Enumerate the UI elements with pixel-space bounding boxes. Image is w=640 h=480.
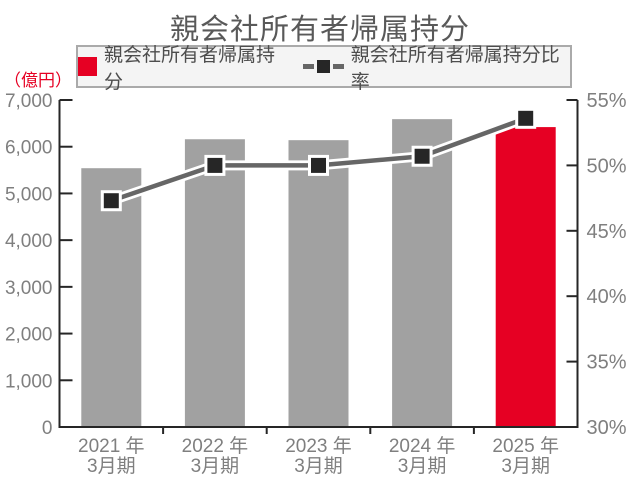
bar-2025年 xyxy=(495,127,556,427)
ratio-marker xyxy=(103,193,119,209)
right-axis-tick-label: 35% xyxy=(587,352,627,374)
ratio-marker xyxy=(311,157,326,173)
left-axis-unit-label: （億円） xyxy=(4,71,72,90)
legend-line-dash-icon xyxy=(332,64,344,69)
right-axis-tick-label: 45% xyxy=(587,221,627,243)
right-axis-tick-label: 55% xyxy=(587,90,627,112)
right-axis-tick-label: 50% xyxy=(587,155,627,177)
bar-2022年 xyxy=(184,139,245,428)
legend-line-square-icon xyxy=(316,60,330,73)
x-axis-category-label: 2022 年 3月期 xyxy=(182,435,249,477)
right-axis-tick-label: 30% xyxy=(587,417,627,439)
left-axis-tick-label: 6,000 xyxy=(5,138,53,159)
left-axis-tick-label: 3,000 xyxy=(5,278,53,299)
bar-2023年 xyxy=(288,140,349,427)
x-axis-category-label: 2021 年 3月期 xyxy=(78,435,145,477)
legend-line-label: 親会社所有者帰属持分比率 xyxy=(350,44,560,93)
bar-2021年 xyxy=(81,168,142,427)
left-axis-tick-label: 0 xyxy=(42,418,53,439)
x-axis-category-label: 2024 年 3月期 xyxy=(389,435,456,477)
left-axis-tick-label: 1,000 xyxy=(5,371,53,392)
left-axis-tick-label: 5,000 xyxy=(5,184,53,205)
chart-title: 親会社所有者帰属持分 xyxy=(169,14,470,46)
left-axis-tick-label: 7,000 xyxy=(5,91,53,112)
left-axis-tick-label: 4,000 xyxy=(5,231,53,252)
legend: 親会社所有者帰属持分 親会社所有者帰属持分比率 xyxy=(76,45,572,93)
x-axis-category-label: 2023 年 3月期 xyxy=(285,435,352,477)
line-series-marker-icon xyxy=(302,60,344,73)
x-axis-category-label: 2025 年 3月期 xyxy=(492,435,559,477)
legend-bar-label: 親会社所有者帰属持分 xyxy=(104,44,276,93)
ratio-marker xyxy=(414,148,430,164)
ratio-marker xyxy=(207,157,223,173)
left-axis-tick-label: 2,000 xyxy=(5,325,53,346)
legend-line-dash-icon xyxy=(302,64,314,69)
right-axis-tick-label: 40% xyxy=(587,286,627,308)
bar-series-swatch-icon xyxy=(78,57,97,76)
ratio-marker xyxy=(518,110,534,126)
bar-2024年 xyxy=(392,119,453,427)
